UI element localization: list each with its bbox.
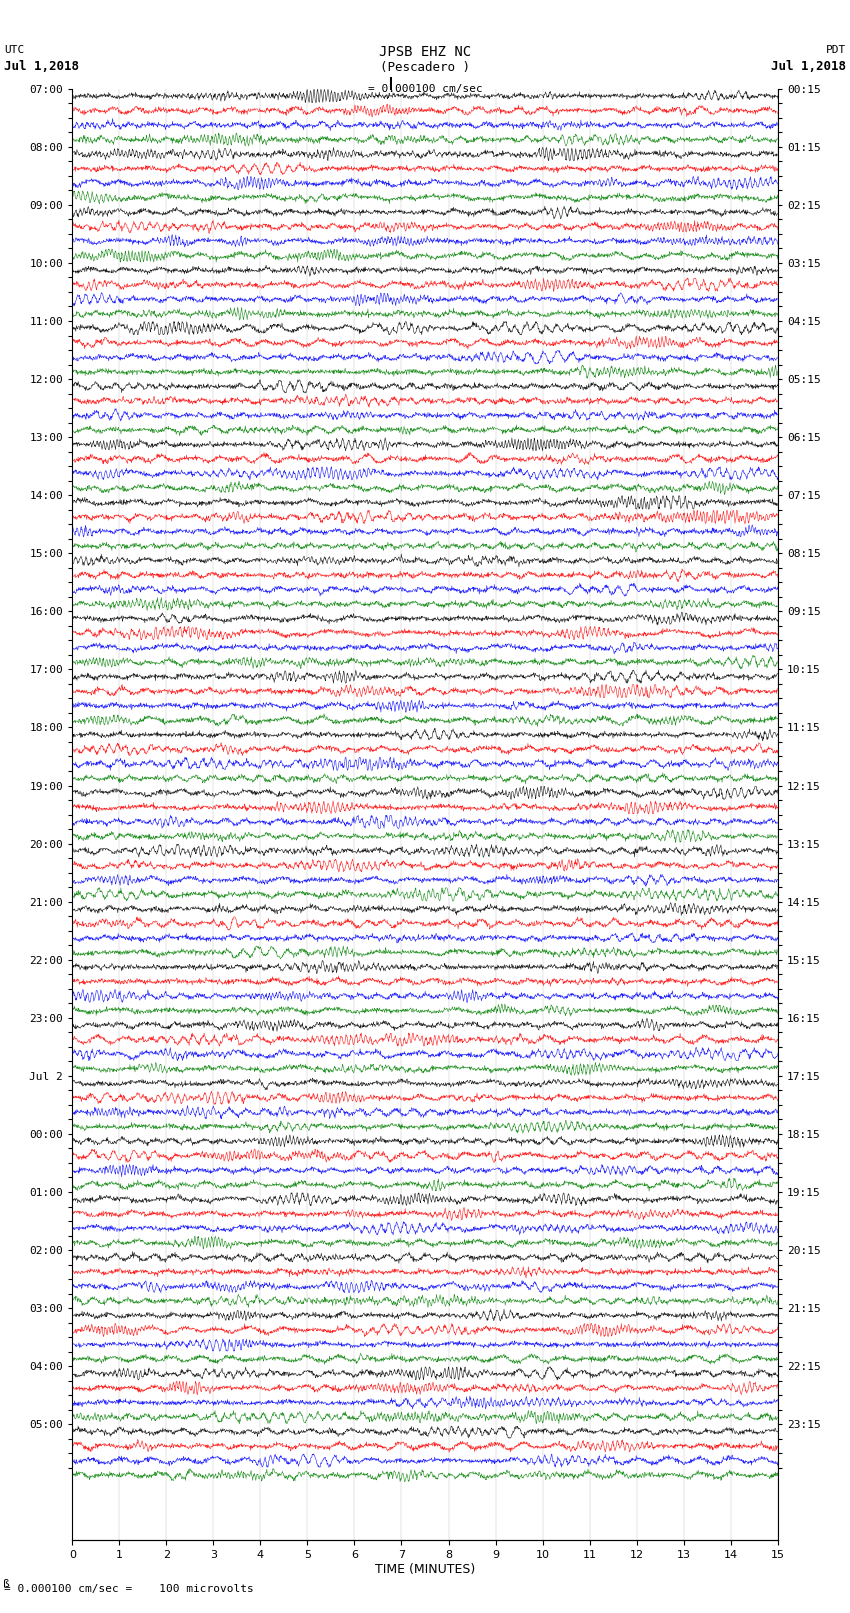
Text: Jul 1,2018: Jul 1,2018 [771,60,846,73]
Text: ß: ß [3,1579,9,1589]
Text: (Pescadero ): (Pescadero ) [380,61,470,74]
Text: = 0.000100 cm/sec =    100 microvolts: = 0.000100 cm/sec = 100 microvolts [4,1584,254,1594]
Text: Jul 1,2018: Jul 1,2018 [4,60,79,73]
X-axis label: TIME (MINUTES): TIME (MINUTES) [375,1563,475,1576]
Text: = 0.000100 cm/sec: = 0.000100 cm/sec [367,84,483,94]
Text: JPSB EHZ NC: JPSB EHZ NC [379,45,471,60]
Text: UTC: UTC [4,45,25,55]
Text: PDT: PDT [825,45,846,55]
